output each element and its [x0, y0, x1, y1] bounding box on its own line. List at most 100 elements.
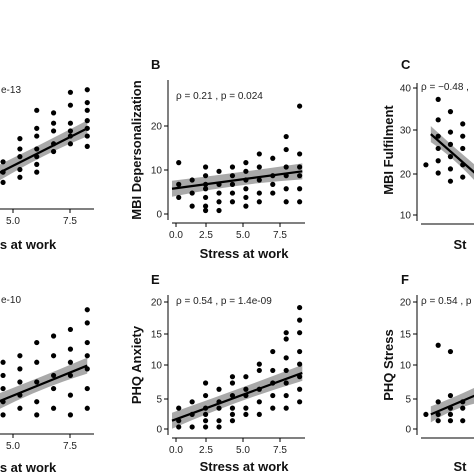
x-tick-label: 5.0	[236, 230, 250, 241]
data-point	[50, 148, 57, 155]
data-point	[435, 399, 441, 405]
y-tick-label: 20	[151, 298, 163, 309]
data-point	[435, 158, 441, 164]
data-point	[202, 418, 209, 424]
fit-line	[0, 364, 88, 403]
correlation-annotation: ρ = 0.54 , p = 1.4e-09	[176, 296, 272, 307]
data-point	[229, 199, 236, 205]
data-point	[460, 405, 466, 411]
data-point	[67, 359, 74, 365]
x-tick-label: 5.0	[6, 216, 20, 227]
data-point	[216, 190, 222, 196]
fit-line	[171, 170, 303, 190]
x-tick-label: 2.5	[199, 230, 213, 241]
data-point	[50, 353, 57, 359]
y-tick-label: 0	[156, 425, 162, 436]
data-point	[67, 120, 74, 126]
data-point	[84, 99, 90, 106]
data-point	[270, 405, 276, 411]
data-point	[297, 103, 303, 109]
data-point	[50, 405, 57, 411]
y-tick-label: 5	[156, 395, 162, 406]
data-point	[50, 372, 57, 379]
y-tick-label: 10	[151, 361, 163, 372]
data-point	[189, 424, 195, 430]
x-tick-label: 0.0	[169, 230, 183, 241]
data-point	[460, 418, 466, 424]
data-point	[423, 162, 429, 168]
data-point	[256, 199, 262, 205]
data-point	[447, 392, 454, 399]
data-point	[297, 361, 303, 367]
data-point	[189, 203, 195, 209]
data-point	[283, 367, 289, 374]
panel-b: 0.0 2.5 5.0 7.5 0 10 20 ρ = 0.21 , p = 0.024 B St…	[129, 57, 305, 261]
x-tick-label: 7.5	[273, 445, 287, 456]
data-point	[460, 145, 466, 152]
data-point	[229, 164, 236, 170]
x-tick-label: 7.5	[63, 441, 77, 452]
data-point	[297, 164, 303, 170]
data-point	[447, 348, 454, 355]
data-point	[283, 355, 289, 361]
data-point	[283, 336, 289, 342]
y-axis-label: PHQ Stress	[381, 329, 396, 401]
correlation-annotation: e-13	[1, 85, 21, 96]
data-point	[84, 133, 90, 139]
data-point	[84, 405, 90, 411]
correlation-annotation: ρ = 0.21 , p = 0.024	[176, 91, 263, 102]
panel-f: 0 5 10 15 20 ρ = 0.54 , p F St PHQ Stress	[381, 272, 474, 474]
data-point	[216, 424, 222, 430]
data-point	[216, 405, 222, 411]
data-point	[297, 151, 303, 157]
data-point	[256, 151, 262, 157]
data-point	[202, 173, 209, 179]
data-point	[243, 386, 249, 392]
data-point	[447, 178, 454, 184]
fit-line	[430, 394, 474, 416]
data-point	[84, 385, 90, 392]
data-point	[176, 424, 182, 430]
data-point	[17, 166, 23, 173]
panel-label: F	[401, 272, 409, 287]
x-axis-label: St	[454, 459, 468, 474]
data-point	[189, 399, 195, 405]
data-point	[216, 168, 222, 174]
data-point	[0, 385, 6, 392]
data-point	[176, 194, 182, 201]
data-point	[17, 146, 23, 152]
panel-label: B	[151, 57, 160, 72]
data-point	[34, 412, 40, 418]
data-point	[270, 392, 276, 399]
data-point	[67, 326, 74, 333]
data-point	[270, 190, 276, 196]
data-point	[283, 392, 289, 399]
data-point	[447, 166, 454, 172]
y-tick-label: 0	[405, 425, 411, 436]
data-point	[297, 304, 303, 311]
data-point	[34, 359, 40, 365]
data-point	[17, 379, 23, 385]
correlation-annotation: ρ = −0.48 ,	[421, 82, 469, 93]
data-point	[243, 411, 249, 418]
data-point	[243, 405, 249, 411]
data-point	[50, 385, 57, 392]
data-point	[176, 181, 182, 187]
data-point	[256, 361, 262, 367]
data-point	[34, 107, 40, 113]
data-point	[297, 317, 303, 323]
data-point	[216, 199, 222, 205]
panel-c: 10 20 30 40 ρ = −0.48 , C St MBI Fulfilment	[381, 57, 474, 252]
panel-e: 0.0 2.5 5.0 7.5 0 5 10 15 20 ρ = 0.54 , p = 1.4e-…	[129, 272, 305, 474]
data-point	[270, 348, 276, 355]
panel-d: 5.0 7.5 e-10 s at work	[0, 295, 94, 474]
data-point	[297, 186, 303, 192]
data-point	[283, 146, 289, 153]
data-point	[0, 159, 6, 165]
x-tick-label: 5.0	[6, 441, 20, 452]
data-point	[297, 348, 303, 355]
y-tick-label: 15	[151, 330, 163, 341]
data-point	[84, 118, 90, 124]
data-point	[435, 418, 441, 424]
data-point	[229, 405, 236, 411]
